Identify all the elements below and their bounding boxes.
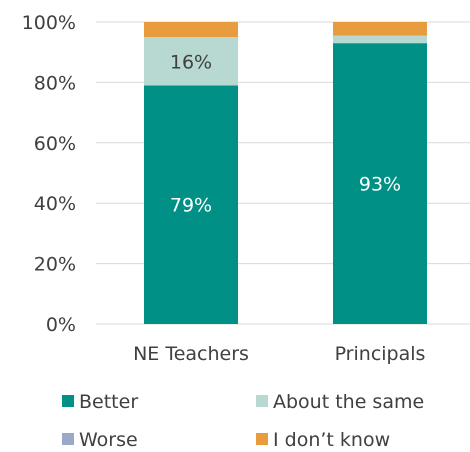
bar-ne-teachers-i-don-t-know <box>144 22 238 38</box>
legend-item-better: Better <box>62 391 138 413</box>
legend-label: Worse <box>79 429 138 451</box>
y-tick-label: 100% <box>22 12 76 34</box>
legend-swatch <box>256 433 268 445</box>
legend-item-about-the-same: About the same <box>256 391 424 413</box>
bar-ne-teachers-about-the-same <box>144 37 238 86</box>
legend-item-worse: Worse <box>62 429 138 451</box>
bar-principals-about-the-same <box>333 35 427 44</box>
legend: Better About the same Worse I don’t know <box>62 391 424 451</box>
y-tick-label: 60% <box>34 133 76 155</box>
y-tick-label: 80% <box>34 72 76 94</box>
data-label-ne-teachers-better: 79% <box>170 195 212 217</box>
y-tick-label: 0% <box>46 314 76 336</box>
y-axis: 0% 20% 40% 60% 80% 100% <box>22 12 76 336</box>
x-category-label: NE Teachers <box>133 343 249 365</box>
y-tick-label: 20% <box>34 254 76 276</box>
data-label-ne-teachers-about-the-same: 16% <box>170 51 212 73</box>
legend-swatch <box>62 433 74 445</box>
bars <box>144 22 427 324</box>
x-axis: NE Teachers Principals <box>133 343 425 365</box>
x-category-label: Principals <box>335 343 426 365</box>
bar-principals-i-don-t-know <box>333 22 427 36</box>
legend-swatch <box>62 395 74 407</box>
legend-label: Better <box>79 391 138 413</box>
bar-ne-teachers-better <box>144 85 238 324</box>
legend-label: I don’t know <box>273 429 390 451</box>
data-labels: 79% 16% 93% <box>170 51 401 216</box>
legend-label: About the same <box>273 391 424 413</box>
y-tick-label: 40% <box>34 193 76 215</box>
bar-principals-better <box>333 43 427 324</box>
data-label-principals-better: 93% <box>359 174 401 196</box>
legend-swatch <box>256 395 268 407</box>
legend-item-i-don-t-know: I don’t know <box>256 429 390 451</box>
